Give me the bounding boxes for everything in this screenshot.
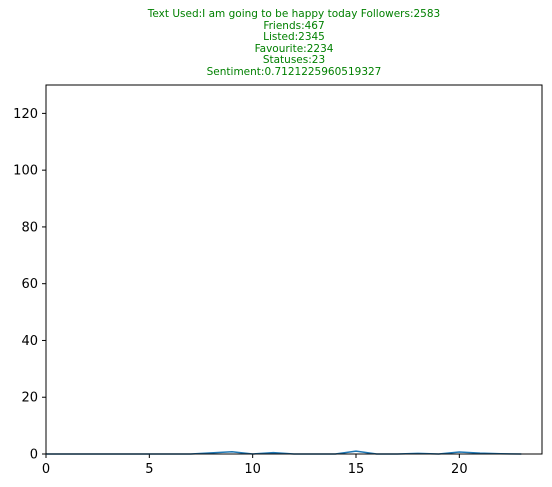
y-tick-label: 0 xyxy=(30,448,38,463)
x-tick-label: 10 xyxy=(244,462,261,477)
title-line-text-used: Text Used:I am going to be happy today F… xyxy=(147,8,441,20)
y-tick-label: 120 xyxy=(13,107,38,122)
x-tick-label: 5 xyxy=(145,462,153,477)
y-tick-label: 80 xyxy=(21,220,38,235)
title-line-listed: Listed:2345 xyxy=(263,31,325,44)
y-tick-label: 40 xyxy=(21,334,38,349)
chart-title: Text Used:I am going to be happy today F… xyxy=(46,8,542,79)
x-tick-label: 15 xyxy=(348,462,365,477)
title-line-sentiment: Sentiment:0.7121225960519327 xyxy=(206,65,382,78)
axis-ticks: 0 5 10 15 20 0 20 40 60 80 100 120 xyxy=(13,107,467,477)
y-tick-label: 20 xyxy=(21,391,38,406)
y-tick-label: 100 xyxy=(13,164,38,179)
y-tick-label: 60 xyxy=(21,277,38,292)
title-line-favourite: Favourite:2234 xyxy=(254,42,334,55)
axes-frame xyxy=(45,84,543,455)
x-tick-label: 0 xyxy=(42,462,50,477)
x-tick-label: 20 xyxy=(451,462,468,477)
title-line-friends: Friends:467 xyxy=(263,19,325,32)
title-line-statuses: Statuses:23 xyxy=(262,54,326,67)
